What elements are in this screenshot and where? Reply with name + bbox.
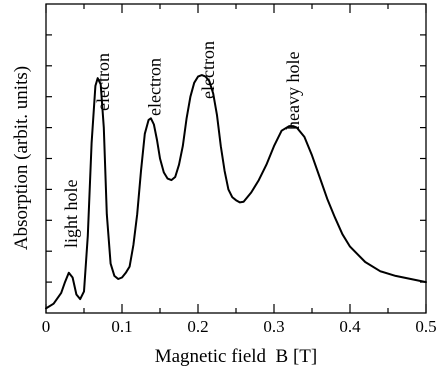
x-tick-label: 0.3 — [263, 317, 284, 336]
plot-frame — [45, 3, 427, 314]
x-tick-label: 0.2 — [187, 317, 208, 336]
y-axis-label: Absorption (arbit. units) — [11, 66, 32, 250]
x-axis-label: Magnetic field B [T] — [155, 346, 318, 367]
x-tick-label: 0.5 — [415, 317, 436, 336]
axis-ticks — [45, 4, 427, 313]
x-tick-label: 0.1 — [111, 317, 132, 336]
absorption-curve — [45, 74, 427, 310]
peak-annotations: light hole electron electron electron heavy … — [61, 41, 303, 248]
peak-label: heavy hole — [283, 52, 303, 130]
peak-label: electron — [198, 41, 218, 99]
peak-label: light hole — [61, 179, 81, 248]
peak-label: electron — [93, 53, 113, 111]
peak-label: electron — [145, 58, 165, 116]
x-tick-label: 0.4 — [339, 317, 361, 336]
x-tick-label: 0 — [42, 317, 51, 336]
x-tick-labels: 0 0.1 0.2 0.3 0.4 0.5 — [42, 317, 436, 336]
